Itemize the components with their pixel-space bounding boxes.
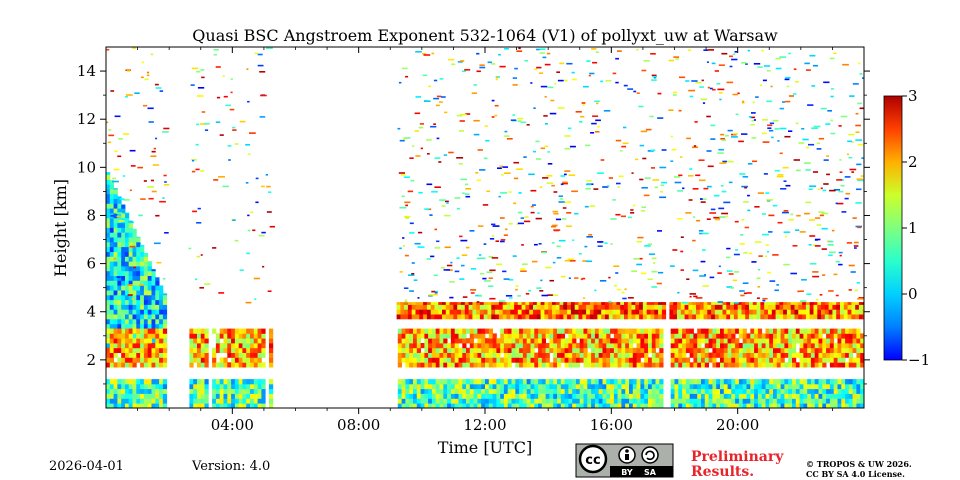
colorbar-axis: −1 0 1 2 3 bbox=[902, 87, 930, 369]
y-tick-label: 6 bbox=[86, 255, 96, 273]
free-troposphere-noise bbox=[106, 47, 864, 304]
cc-logo-icon bbox=[578, 444, 608, 474]
layer-near-surface-layer bbox=[106, 379, 864, 408]
chart-title: Quasi BSC Angstroem Exponent 532-1064 (V… bbox=[192, 26, 778, 45]
y-tick-label: 10 bbox=[77, 158, 96, 176]
preliminary-line-2: Results. bbox=[691, 464, 754, 480]
y-tick-label: 2 bbox=[86, 351, 96, 369]
y-axis-label: Height [km] bbox=[51, 179, 70, 277]
y-tick-label: 4 bbox=[86, 303, 96, 321]
colorbar-tick-label: 0 bbox=[908, 285, 918, 303]
y-tick-label: 14 bbox=[77, 62, 96, 80]
svg-text:BY: BY bbox=[621, 468, 633, 477]
y-axis: 2 4 6 8 10 12 14 bbox=[77, 62, 870, 385]
footer-date: 2026-04-01 bbox=[49, 459, 124, 474]
colorbar-tick-label: 3 bbox=[908, 87, 918, 105]
x-tick-label: 12:00 bbox=[463, 416, 506, 434]
layer-aerosol-layer-4-km bbox=[396, 302, 864, 320]
heatmap-data bbox=[106, 47, 864, 408]
copyright-line-2: CC BY SA 4.0 License. bbox=[806, 469, 905, 479]
share-alike-icon bbox=[641, 446, 659, 464]
footer-version: Version: 4.0 bbox=[191, 459, 270, 474]
colorbar-tick-label: 2 bbox=[908, 153, 918, 171]
svg-text:SA: SA bbox=[644, 468, 657, 477]
colorbar bbox=[884, 96, 902, 360]
preliminary-line-1: Preliminary bbox=[691, 449, 784, 465]
colorbar-tick-label: −1 bbox=[908, 351, 930, 369]
cc-license-badge: cc BY SA bbox=[575, 443, 674, 478]
layer-boundary-layer-top bbox=[106, 328, 864, 368]
y-tick-label: 12 bbox=[77, 110, 96, 128]
x-axis: 04:00 08:00 12:00 16:00 20:00 bbox=[137, 47, 833, 434]
x-tick-label: 20:00 bbox=[716, 416, 759, 434]
x-axis-label: Time [UTC] bbox=[438, 438, 532, 457]
x-tick-label: 04:00 bbox=[211, 416, 254, 434]
x-tick-label: 16:00 bbox=[590, 416, 633, 434]
colorbar-tick-label: 1 bbox=[908, 219, 918, 237]
y-tick-label: 8 bbox=[86, 206, 96, 224]
copyright-line-1: © TROPOS & UW 2026. bbox=[806, 459, 912, 469]
x-tick-label: 08:00 bbox=[337, 416, 380, 434]
svg-text:cc: cc bbox=[585, 453, 600, 468]
